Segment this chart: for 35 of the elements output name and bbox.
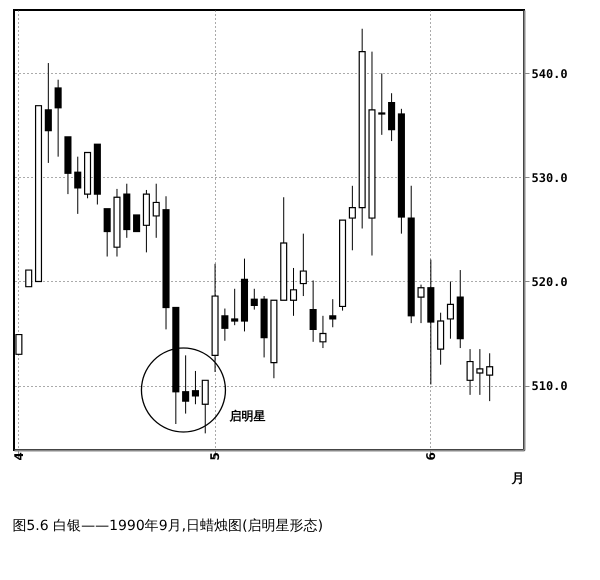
candlestick [133, 214, 140, 232]
text: 图5.6 白银——1990年9月,日蜡烛图(启明星形态) [12, 518, 324, 534]
candlestick [466, 348, 474, 396]
candlestick [250, 288, 258, 310]
candlestick [74, 156, 82, 214]
candlestick [44, 62, 52, 164]
candlestick [300, 233, 307, 297]
candlestick [417, 284, 425, 324]
x-tick-label: 5 [208, 452, 222, 460]
candlestick [192, 370, 199, 405]
candlestick [486, 352, 494, 402]
x-axis-title: 月 [510, 472, 524, 486]
candlestick [25, 269, 32, 288]
candlestick [182, 354, 190, 414]
y-tick-label: 540.0 [532, 66, 568, 81]
y-tick-label: 510.0 [532, 379, 568, 394]
candlestick [329, 298, 336, 328]
x-tick-label: 4 [12, 452, 26, 460]
candlestick [446, 280, 454, 340]
candlestick [319, 315, 326, 349]
candlestick [476, 348, 484, 396]
y-tick-label: 530.0 [532, 170, 568, 185]
candlestick [378, 72, 386, 136]
x-tick-label: 6 [424, 452, 438, 460]
annotation: 启明星 [228, 409, 266, 423]
y-tick-label: 520.0 [532, 274, 568, 289]
candlestick [54, 79, 62, 158]
candlestick [310, 280, 317, 342]
candlestick [221, 308, 228, 342]
candlestick [104, 208, 111, 258]
candlestick [152, 183, 160, 238]
candlestick [231, 288, 238, 326]
candlestick [348, 185, 356, 251]
candlestick [202, 380, 209, 434]
candlestick [290, 267, 298, 316]
